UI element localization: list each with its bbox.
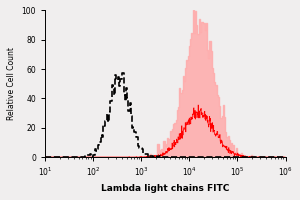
X-axis label: Lambda light chains FITC: Lambda light chains FITC: [101, 184, 230, 193]
Y-axis label: Relative Cell Count: Relative Cell Count: [7, 47, 16, 120]
